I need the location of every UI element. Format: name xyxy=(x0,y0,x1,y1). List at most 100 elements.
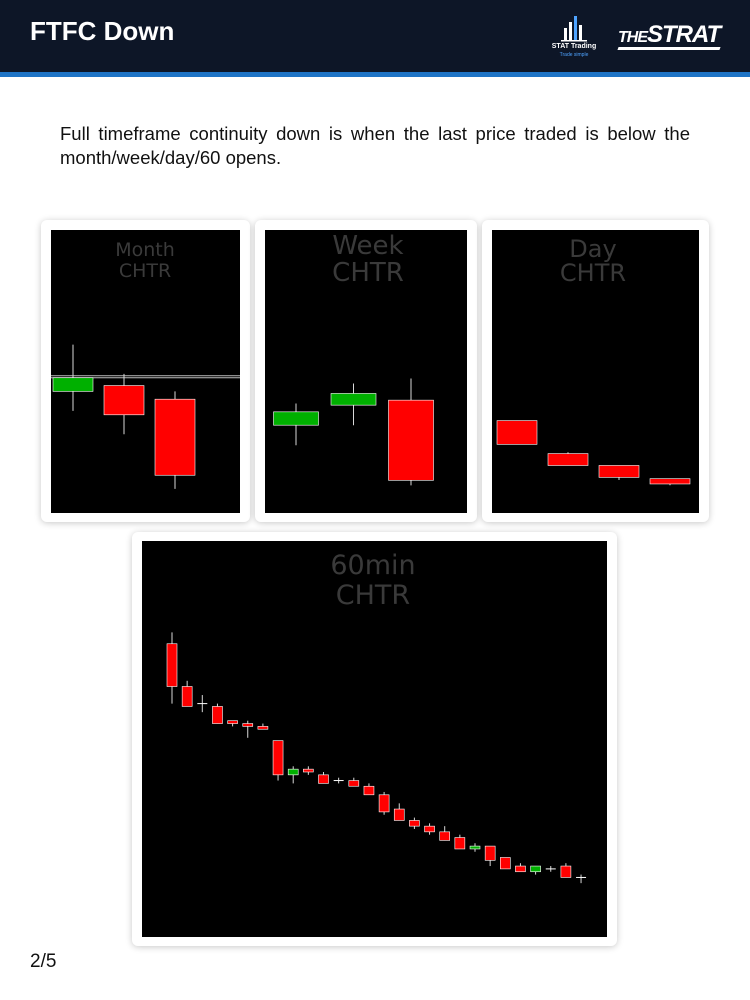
chart-watermark-line: 60min xyxy=(330,550,415,581)
candle xyxy=(388,378,434,486)
candle xyxy=(530,865,541,875)
bar-chart-logo-icon xyxy=(561,16,587,42)
the-strat-logo: THESTRAT xyxy=(617,21,722,50)
candle-body xyxy=(469,845,481,850)
candle-body xyxy=(257,726,269,730)
candle-body xyxy=(649,478,691,485)
candle-body xyxy=(560,865,572,878)
candle xyxy=(227,720,238,727)
description-text: Full timeframe continuity down is when t… xyxy=(60,123,690,168)
candle xyxy=(484,845,496,867)
candle-body xyxy=(499,857,511,870)
day-chart-card: Day CHTR xyxy=(482,220,709,522)
page-title: FTFC Down xyxy=(30,16,175,46)
candle xyxy=(469,843,481,852)
candle-body xyxy=(181,686,193,707)
candle-body xyxy=(227,720,238,724)
candle-body xyxy=(272,740,284,776)
candle-body xyxy=(515,865,526,873)
candle xyxy=(547,452,589,466)
candle-body xyxy=(454,837,466,850)
page-number: 2/5 xyxy=(30,951,57,972)
candle xyxy=(242,720,254,738)
candle-body xyxy=(103,385,145,416)
candle xyxy=(330,383,377,426)
candle xyxy=(52,344,94,411)
candle xyxy=(318,772,329,784)
stat-trading-logo-name: STAT Trading xyxy=(551,43,597,50)
candle-body xyxy=(330,393,377,406)
candle-body xyxy=(547,453,589,466)
chart-watermark-line: CHTR xyxy=(119,260,171,282)
candle-body xyxy=(424,825,435,833)
candle xyxy=(197,695,208,713)
candle-body xyxy=(598,465,640,478)
candle xyxy=(499,857,511,870)
candle-body xyxy=(363,785,375,796)
candle xyxy=(212,703,223,724)
the-strat-logo-large: STRAT xyxy=(647,21,721,48)
chart-watermark-line: Month xyxy=(115,239,175,261)
candle xyxy=(496,420,538,445)
candle xyxy=(393,803,405,821)
stat-trading-logo-tagline: Trade simple xyxy=(559,52,589,58)
candle xyxy=(103,373,145,435)
candle-body xyxy=(212,706,223,724)
candle xyxy=(515,863,526,873)
candle xyxy=(348,777,360,787)
chart-watermark-line: CHTR xyxy=(336,580,410,611)
month-chart-card: Month CHTR xyxy=(41,220,250,522)
candle-body xyxy=(439,831,451,841)
candle xyxy=(363,783,375,796)
candle-body xyxy=(393,808,405,821)
the-strat-logo-underline xyxy=(617,47,721,50)
chart-watermark-line: CHTR xyxy=(332,258,404,288)
candle-body xyxy=(287,768,299,776)
candle-body xyxy=(484,845,496,861)
candle-body xyxy=(303,768,314,773)
header: FTFC Down STAT Trading Trade simple THES… xyxy=(0,0,750,72)
candle xyxy=(454,834,466,850)
candle xyxy=(303,766,314,775)
candle-body xyxy=(273,411,319,426)
candle xyxy=(545,866,556,872)
stat-trading-logo: STAT Trading Trade simple xyxy=(544,14,604,60)
candle-body xyxy=(166,643,178,687)
candle-body xyxy=(52,377,94,392)
candle-body xyxy=(496,420,538,445)
candle xyxy=(378,791,390,815)
candle xyxy=(649,478,691,486)
60min-chart-card: 60min CHTR xyxy=(132,532,617,946)
candle xyxy=(181,680,193,707)
candle xyxy=(409,817,420,829)
candle-body xyxy=(348,780,360,787)
candle-body xyxy=(409,820,420,827)
candle xyxy=(576,874,587,884)
chart-watermark-line: Week xyxy=(332,231,403,261)
candle-body xyxy=(530,865,541,873)
week-chart-card: Week CHTR xyxy=(255,220,477,522)
candle-body xyxy=(154,398,196,476)
chart-watermark-line: Day xyxy=(569,235,616,263)
candle xyxy=(439,826,451,841)
candle xyxy=(272,740,284,781)
candle xyxy=(287,766,299,784)
candle xyxy=(273,403,319,446)
candle xyxy=(154,391,196,489)
candle-body xyxy=(378,794,390,813)
candle xyxy=(333,777,344,784)
candle-body xyxy=(318,774,329,784)
candle xyxy=(424,823,435,835)
candle xyxy=(560,863,572,878)
candle xyxy=(166,632,178,704)
candle-body xyxy=(242,723,254,727)
candle xyxy=(598,465,640,480)
candle xyxy=(257,723,269,730)
chart-watermark-line: CHTR xyxy=(560,259,626,287)
the-strat-logo-small: THE xyxy=(618,29,648,46)
header-accent-stripe xyxy=(0,72,750,77)
